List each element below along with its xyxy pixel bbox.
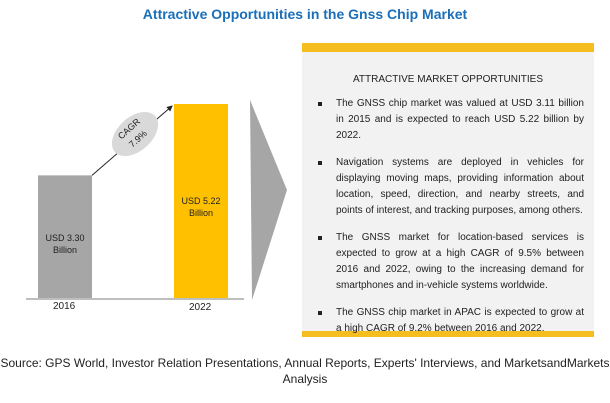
cagr-ellipse: [111, 111, 159, 157]
bullet-item: The GNSS chip market was valued at USD 3…: [316, 96, 584, 144]
bullet-item: The GNSS market for location-based servi…: [316, 230, 584, 294]
bar-chart: CAGR 7.9%: [26, 100, 287, 300]
bullet-item: Navigation systems are deployed in vehic…: [316, 155, 584, 219]
bar-label-2016: USD 3.30 Billion: [45, 233, 85, 255]
bar-2022: [174, 104, 228, 298]
chart-title: Attractive Opportunities in the Gnss Chi…: [142, 6, 468, 22]
source-note: Source: GPS World, Investor Relation Pre…: [0, 356, 610, 386]
x-tick-2016: 2016: [53, 301, 76, 312]
bar-2016: [38, 175, 92, 298]
bullet-list: The GNSS chip market was valued at USD 3…: [316, 96, 584, 348]
bullet-item: The GNSS chip market in APAC is expected…: [316, 305, 584, 337]
bar-label-2022: USD 5.22 Billion: [181, 196, 221, 218]
panel-heading: ATTRACTIVE MARKET OPPORTUNITIES: [352, 74, 544, 85]
x-tick-2022: 2022: [189, 302, 212, 313]
opportunities-panel: ATTRACTIVE MARKET OPPORTUNITIES The GNSS…: [302, 43, 594, 337]
chevron-arrow: [250, 100, 287, 300]
